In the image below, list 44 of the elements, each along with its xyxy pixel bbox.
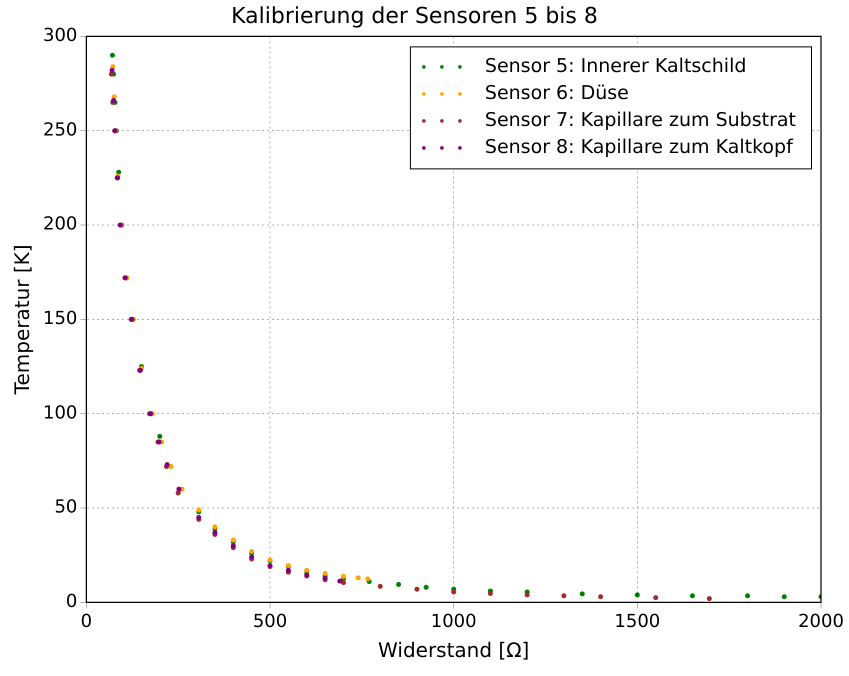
point [378,584,383,589]
point [356,575,361,580]
point [157,434,162,439]
x-tick-label: 0 [80,610,92,632]
point [340,580,346,586]
y-tick-label: 0 [66,591,78,612]
x-tick-label: 1500 [614,610,660,632]
point [365,576,370,582]
y-tick-label: 50 [54,496,78,518]
point [451,590,456,595]
point [653,595,658,600]
point [580,591,585,596]
point [340,574,346,579]
x-tick-label: 1000 [430,610,477,632]
legend-label: Sensor 6: Düse [484,82,629,104]
point [524,592,530,598]
point [337,578,342,584]
point [706,596,712,602]
point [690,593,695,598]
point [396,582,402,587]
y-tick-label: 150 [42,308,78,330]
point [110,68,115,73]
point [424,584,429,590]
legend-label: Sensor 5: Innerer Kaltschild [484,54,746,77]
x-axis-title: Widerstand [Ω] [378,638,530,662]
legend-label: Sensor 8: Kapillare zum Kaltkopf [484,136,794,158]
x-tick-label: 500 [252,610,288,632]
point [176,486,182,492]
point [598,594,604,600]
y-tick-label: 250 [42,119,78,140]
x-tick-label: 2000 [798,610,844,632]
point [745,593,750,598]
chart-title: Kalibrierung der Sensoren 5 bis 8 [231,4,598,29]
point [782,594,787,600]
point [561,593,566,598]
legend-label: Sensor 7: Kapillare zum Substrat [484,108,796,131]
y-axis-title: Temperatur [K] [10,244,34,396]
y-tick-label: 100 [42,402,78,424]
y-tick-label: 200 [42,214,78,235]
y-tick-label: 300 [42,25,78,46]
point [110,52,115,58]
point [414,586,420,592]
point [634,592,640,598]
point [488,591,493,596]
